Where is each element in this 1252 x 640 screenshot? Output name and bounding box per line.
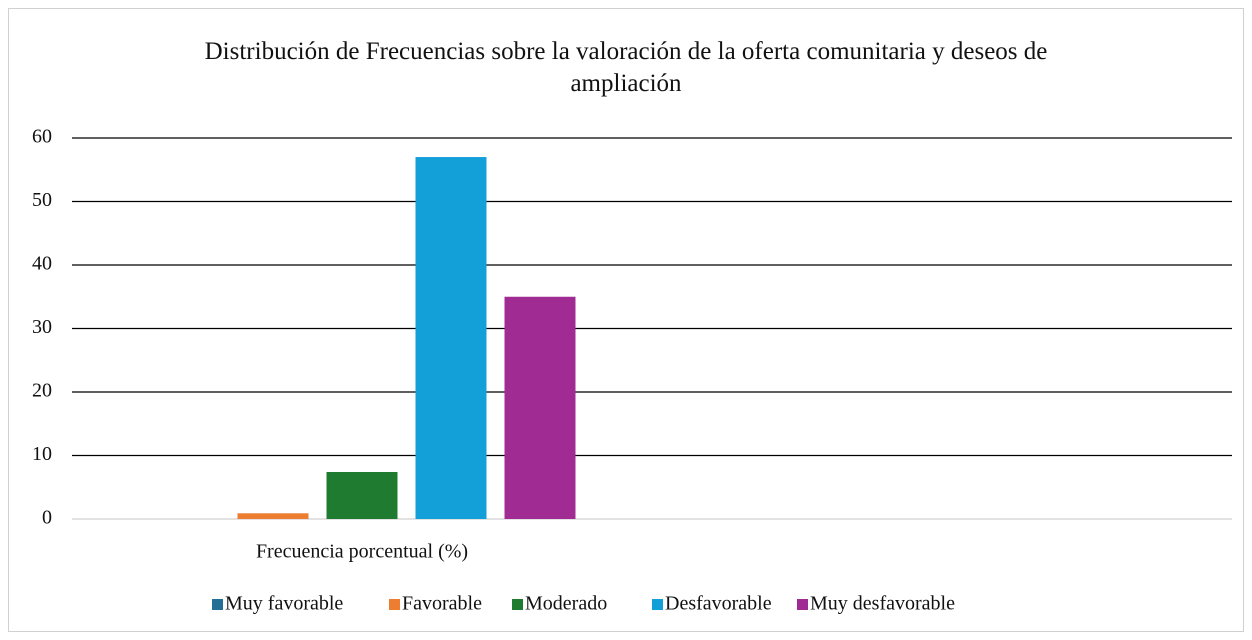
legend-label: Moderado	[525, 593, 607, 615]
x-tick-label: Frecuencia porcentual (%)	[256, 541, 468, 563]
y-tick-label: 40	[32, 253, 52, 275]
legend-swatch	[212, 599, 223, 610]
chart-border	[8, 8, 1244, 632]
y-tick-label: 50	[32, 189, 52, 211]
bar	[326, 472, 398, 519]
bar	[237, 513, 309, 519]
bar	[415, 157, 487, 520]
y-tick-label: 60	[32, 126, 52, 148]
chart-title: Distribución de Frecuencias sobre la val…	[204, 38, 1048, 97]
legend-label: Favorable	[402, 593, 482, 615]
y-tick-label: 0	[42, 507, 52, 529]
y-tick-label: 20	[32, 380, 52, 402]
y-tick-label: 30	[32, 316, 52, 338]
legend-label: Muy desfavorable	[810, 593, 955, 615]
legend-swatch	[389, 599, 400, 610]
legend-label: Muy favorable	[225, 593, 343, 615]
legend-label: Desfavorable	[665, 593, 772, 615]
legend-swatch	[797, 599, 808, 610]
legend-swatch	[652, 599, 663, 610]
y-tick-label: 10	[32, 443, 52, 465]
legend-swatch	[512, 599, 523, 610]
bar	[504, 296, 576, 519]
